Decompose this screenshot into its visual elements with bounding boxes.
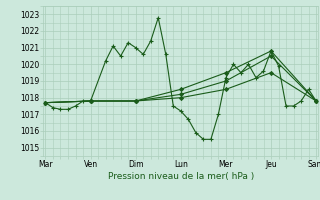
X-axis label: Pression niveau de la mer( hPa ): Pression niveau de la mer( hPa ): [108, 172, 254, 181]
